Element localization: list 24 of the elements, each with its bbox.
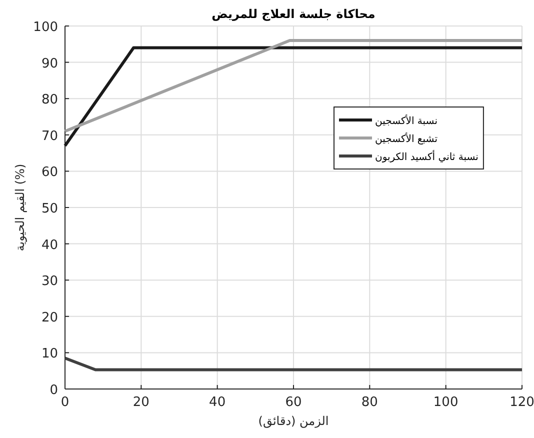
legend-label: نسبة ثاني أكسيد الكربون xyxy=(375,150,478,163)
x-tick-label: 100 xyxy=(433,395,458,410)
legend-label: تشبع الأكسجين xyxy=(375,132,438,145)
y-tick-label: 40 xyxy=(41,238,58,253)
y-tick-label: 80 xyxy=(41,92,58,108)
x-tick-label: 40 xyxy=(209,395,226,410)
y-tick-label: 90 xyxy=(41,56,58,72)
y-tick-label: 0 xyxy=(50,383,58,398)
x-tick-label: 120 xyxy=(510,395,534,410)
y-tick-label: 20 xyxy=(41,310,58,326)
legend-label: نسبة الأكسجين xyxy=(375,114,438,127)
y-axis-title: القيم الحيوية (%) xyxy=(13,164,27,252)
x-tick-label: 0 xyxy=(60,395,70,410)
x-tick-label: 60 xyxy=(285,395,302,410)
y-tick-label: 50 xyxy=(41,202,58,216)
y-tick-label: 60 xyxy=(41,165,58,180)
y-tick-label: 70 xyxy=(41,128,58,144)
y-tick-label: 30 xyxy=(41,274,58,290)
x-tick-label: 20 xyxy=(132,395,150,410)
x-tick-label: 80 xyxy=(361,395,378,410)
x-axis-title: الزمن (دقائق) xyxy=(258,414,329,428)
y-tick-label: 100 xyxy=(33,20,58,35)
y-tick-label: 10 xyxy=(41,346,58,362)
chart-title: محاكاة جلسة العلاج للمريض xyxy=(212,7,376,21)
